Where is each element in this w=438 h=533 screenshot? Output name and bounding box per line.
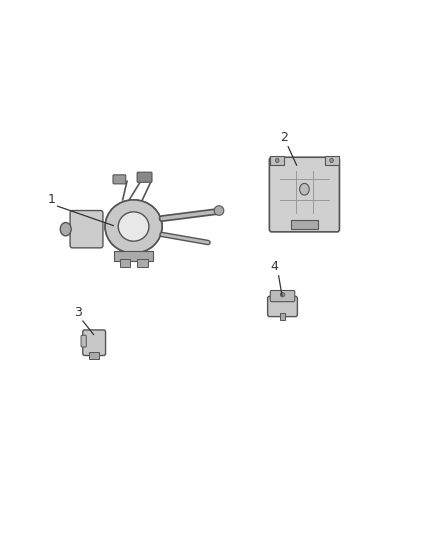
FancyBboxPatch shape — [268, 296, 297, 317]
Text: 2: 2 — [280, 131, 288, 144]
Text: 1: 1 — [47, 192, 55, 206]
FancyBboxPatch shape — [270, 290, 295, 302]
FancyBboxPatch shape — [70, 211, 103, 248]
Bar — [114, 251, 153, 261]
Ellipse shape — [300, 183, 309, 195]
Ellipse shape — [330, 158, 333, 163]
Ellipse shape — [118, 212, 149, 241]
Bar — [270, 156, 284, 165]
FancyBboxPatch shape — [83, 330, 106, 356]
Bar — [291, 220, 318, 229]
Text: 3: 3 — [74, 305, 81, 319]
Ellipse shape — [280, 293, 285, 297]
Ellipse shape — [60, 223, 71, 236]
Bar — [89, 352, 99, 359]
Bar — [137, 259, 148, 266]
Bar — [280, 313, 285, 320]
Ellipse shape — [105, 200, 162, 253]
Text: 4: 4 — [271, 260, 279, 273]
FancyBboxPatch shape — [137, 172, 152, 182]
Bar — [325, 156, 339, 165]
FancyBboxPatch shape — [113, 175, 126, 184]
Ellipse shape — [276, 158, 279, 163]
FancyBboxPatch shape — [269, 157, 339, 232]
Bar — [120, 259, 130, 266]
Ellipse shape — [214, 206, 224, 215]
FancyBboxPatch shape — [81, 335, 86, 347]
